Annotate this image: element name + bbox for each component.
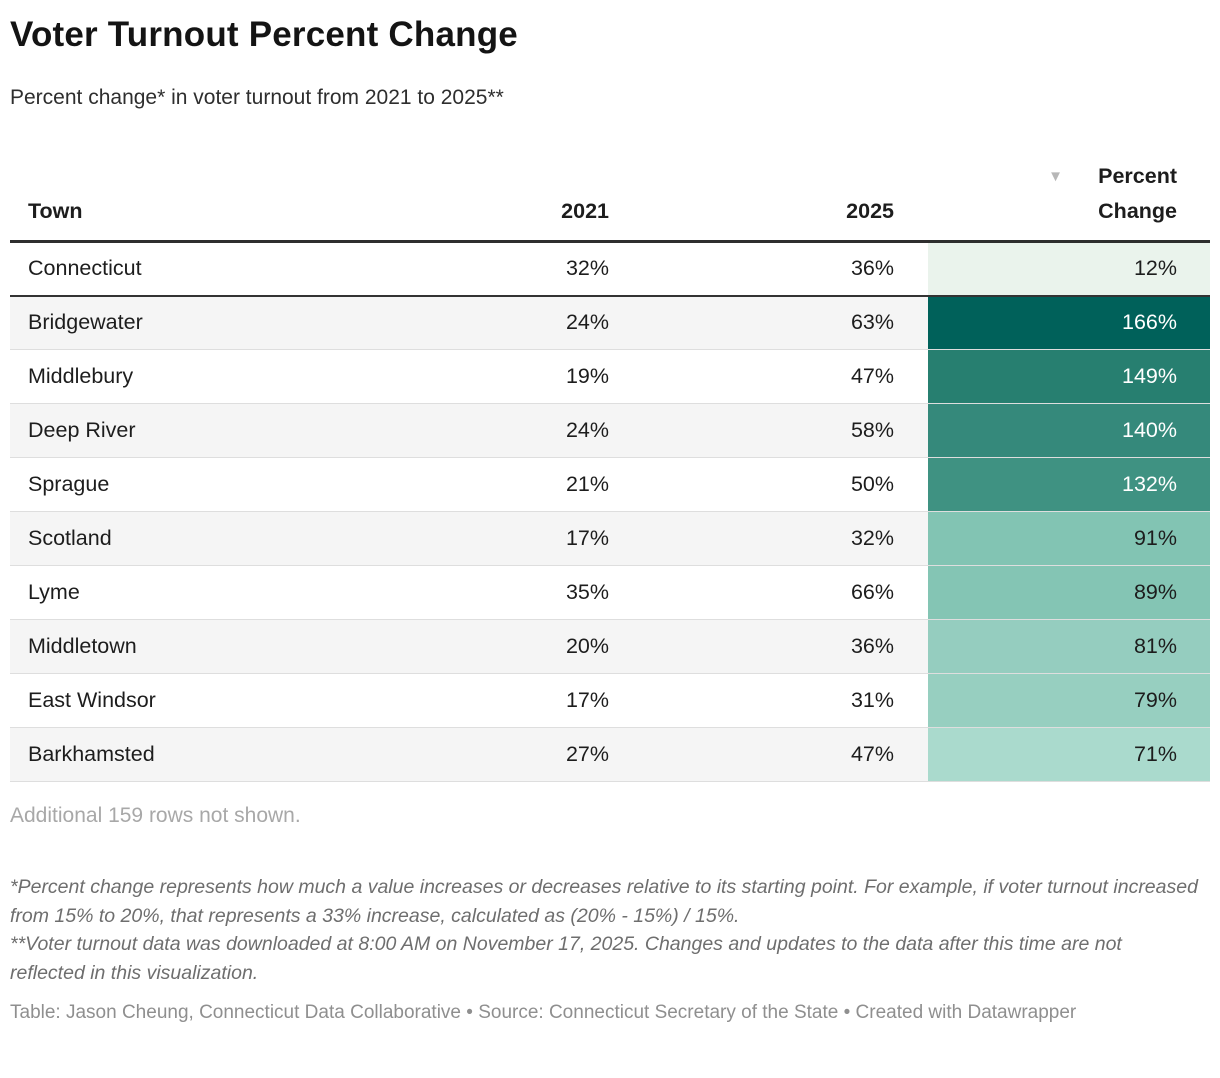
town-cell: Lyme [10, 565, 360, 620]
source-caption: Table: Jason Cheung, Connecticut Data Co… [10, 1002, 1077, 1023]
turnout-2021-cell: 27% [360, 727, 643, 782]
table-row: Deep River 24% 58% 140% [10, 403, 1210, 458]
percent-change-cell: 71% [928, 727, 1210, 782]
turnout-2025-cell: 63% [643, 295, 928, 350]
percent-change-cell: 12% [928, 241, 1210, 297]
town-cell: Sprague [10, 457, 360, 512]
percent-change-cell: 140% [928, 403, 1210, 458]
voter-turnout-table: Town 2021 2025 ▼ Percent Change Connecti… [10, 157, 1210, 782]
turnout-2021-cell: 24% [360, 295, 643, 350]
turnout-2025-cell: 36% [643, 241, 928, 297]
town-cell: Deep River [10, 403, 360, 458]
turnout-2025-cell: 47% [643, 349, 928, 404]
town-cell: Connecticut [10, 241, 360, 297]
column-header-percent-change[interactable]: ▼ Percent Change [928, 157, 1210, 243]
footnotes-block: *Percent change represents how much a va… [10, 873, 1200, 987]
column-header-town[interactable]: Town [10, 157, 360, 243]
table-row: Barkhamsted 27% 47% 71% [10, 727, 1210, 782]
table-row: East Windsor 17% 31% 79% [10, 673, 1210, 728]
table-row: Lyme 35% 66% 89% [10, 565, 1210, 620]
table-row: Scotland 17% 32% 91% [10, 511, 1210, 566]
table-row: Middletown 20% 36% 81% [10, 619, 1210, 674]
percent-change-cell: 81% [928, 619, 1210, 674]
table-row: Sprague 21% 50% 132% [10, 457, 1210, 512]
town-cell: Bridgewater [10, 295, 360, 350]
column-header-label: Percent Change [1098, 164, 1177, 223]
turnout-2021-cell: 17% [360, 511, 643, 566]
percent-change-cell: 132% [928, 457, 1210, 512]
percent-change-cell: 166% [928, 295, 1210, 350]
turnout-2025-cell: 50% [643, 457, 928, 512]
table-row: Middlebury 19% 47% 149% [10, 349, 1210, 404]
additional-rows-note: Additional 159 rows not shown. [10, 804, 301, 827]
turnout-2025-cell: 58% [643, 403, 928, 458]
sort-descending-icon: ▼ [1048, 168, 1063, 185]
footnote-data-download: **Voter turnout data was downloaded at 8… [10, 933, 1122, 984]
percent-change-cell: 79% [928, 673, 1210, 728]
turnout-2021-cell: 24% [360, 403, 643, 458]
town-cell: East Windsor [10, 673, 360, 728]
turnout-2021-cell: 21% [360, 457, 643, 512]
table-header-row: Town 2021 2025 ▼ Percent Change [10, 157, 1210, 243]
column-header-2021[interactable]: 2021 [360, 157, 643, 243]
table-body: Connecticut 32% 36% 12% Bridgewater 24% … [10, 241, 1210, 782]
turnout-2021-cell: 20% [360, 619, 643, 674]
turnout-2025-cell: 31% [643, 673, 928, 728]
page-subtitle: Percent change* in voter turnout from 20… [10, 86, 504, 109]
town-cell: Barkhamsted [10, 727, 360, 782]
turnout-2025-cell: 66% [643, 565, 928, 620]
percent-change-cell: 89% [928, 565, 1210, 620]
turnout-2025-cell: 32% [643, 511, 928, 566]
turnout-2021-cell: 32% [360, 241, 643, 297]
town-cell: Scotland [10, 511, 360, 566]
datawrapper-table-page: Voter Turnout Percent Change Percent cha… [10, 15, 1210, 1023]
percent-change-cell: 91% [928, 511, 1210, 566]
turnout-2021-cell: 19% [360, 349, 643, 404]
town-cell: Middlebury [10, 349, 360, 404]
turnout-2021-cell: 35% [360, 565, 643, 620]
column-header-2025[interactable]: 2025 [643, 157, 928, 243]
table-row: Connecticut 32% 36% 12% [10, 241, 1210, 297]
page-title: Voter Turnout Percent Change [10, 15, 518, 54]
turnout-2025-cell: 36% [643, 619, 928, 674]
percent-change-cell: 149% [928, 349, 1210, 404]
turnout-2025-cell: 47% [643, 727, 928, 782]
turnout-2021-cell: 17% [360, 673, 643, 728]
town-cell: Middletown [10, 619, 360, 674]
table-row: Bridgewater 24% 63% 166% [10, 295, 1210, 350]
footnote-percent-change: *Percent change represents how much a va… [10, 876, 1198, 927]
